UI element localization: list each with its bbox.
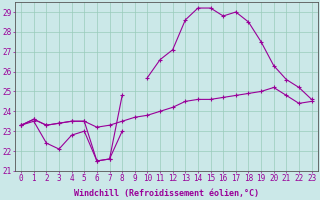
X-axis label: Windchill (Refroidissement éolien,°C): Windchill (Refroidissement éolien,°C) (74, 189, 259, 198)
